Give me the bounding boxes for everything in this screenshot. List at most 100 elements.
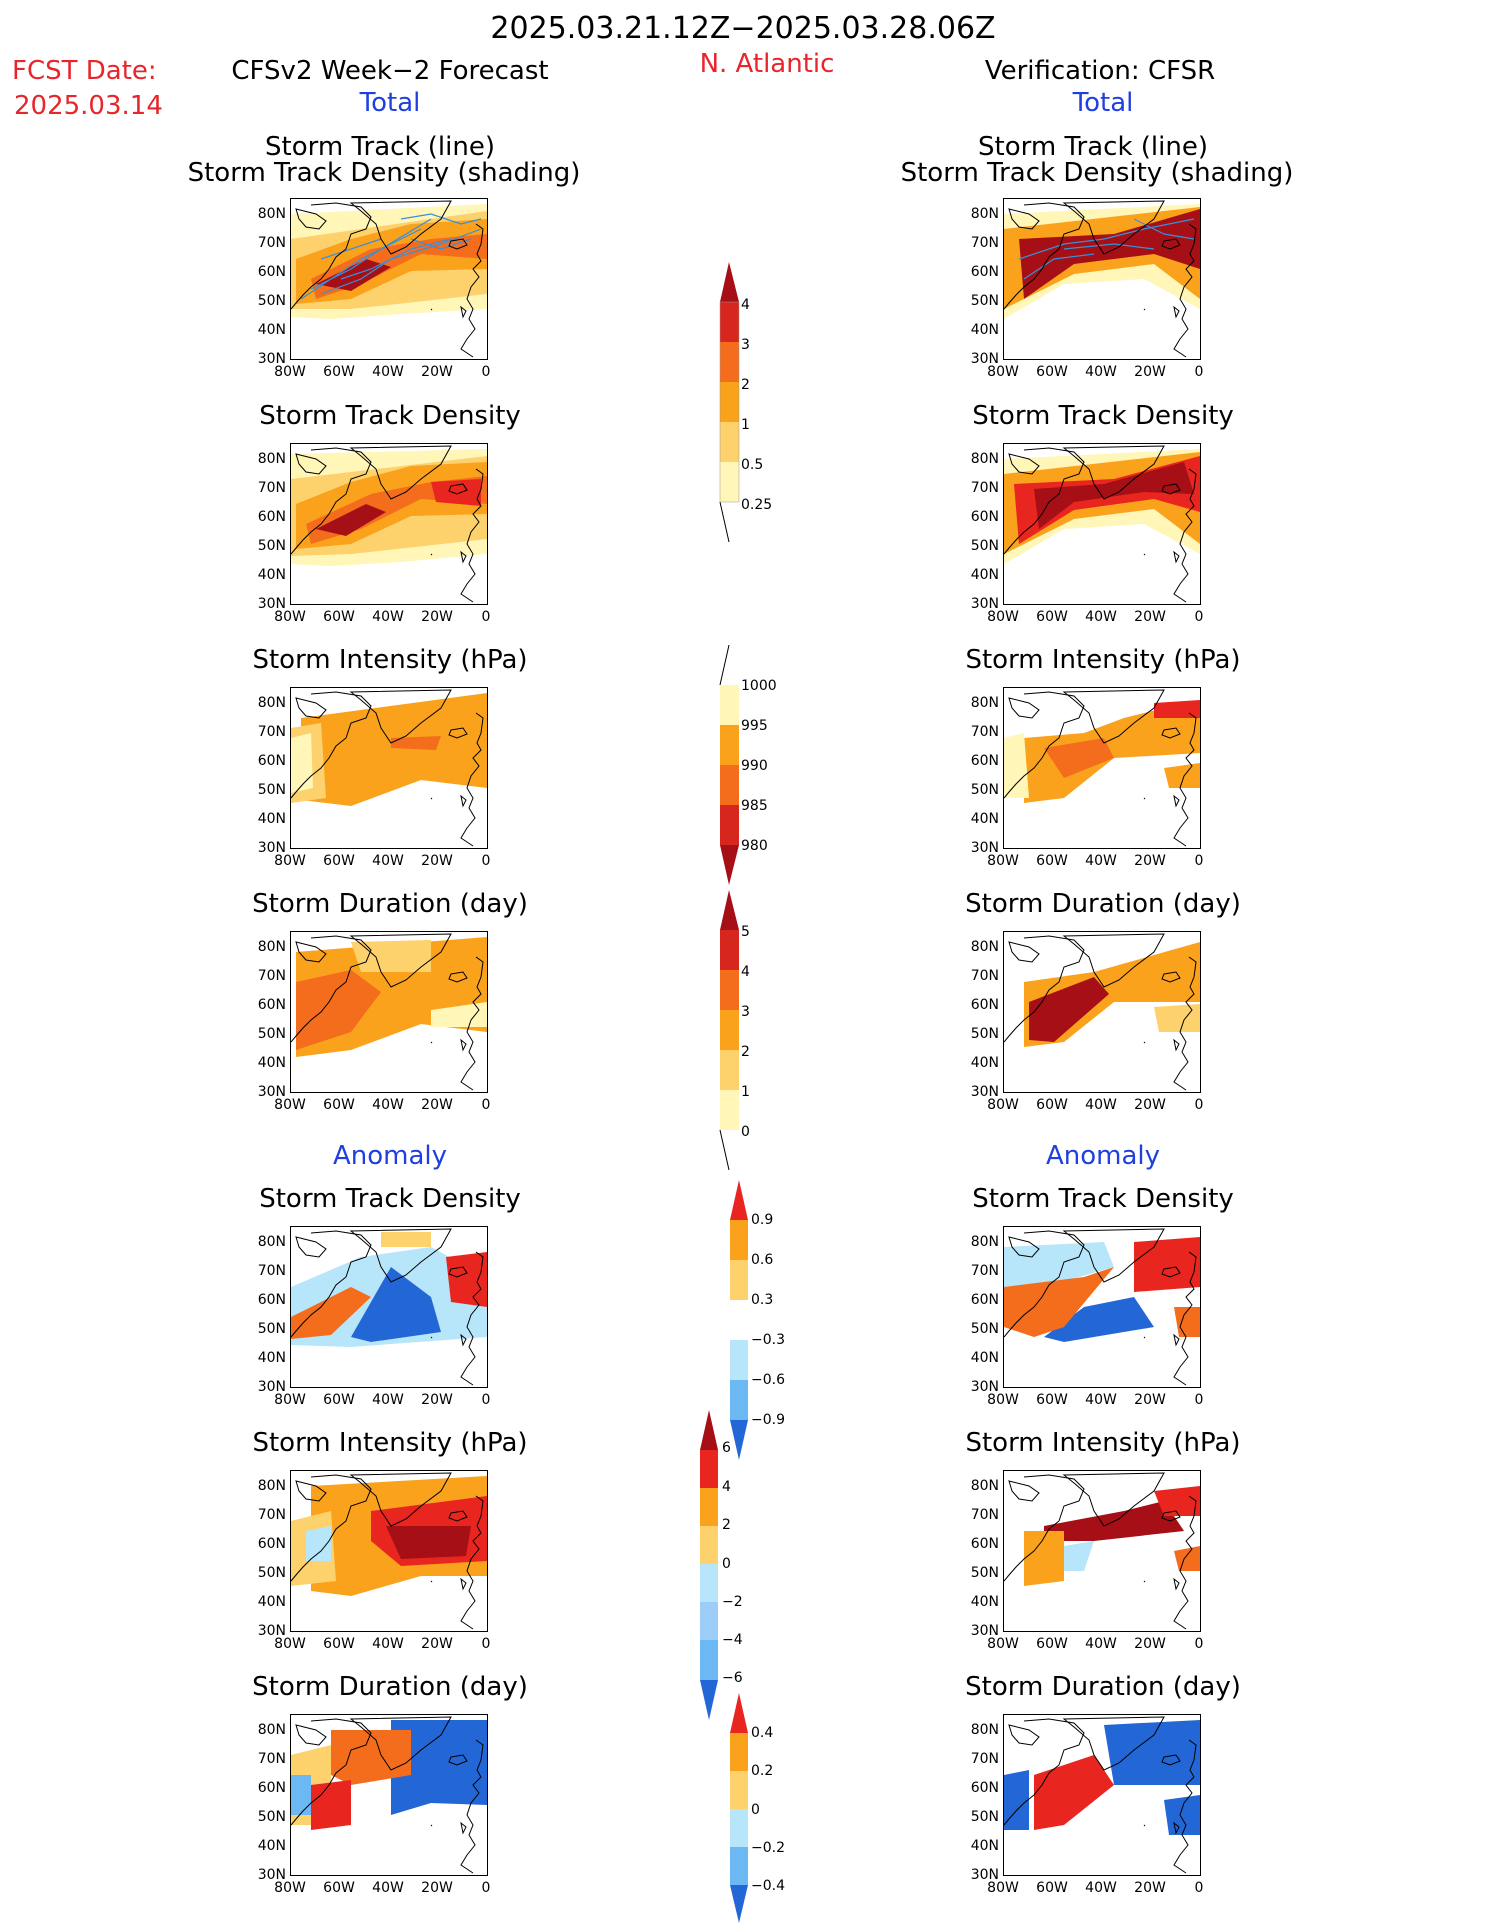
cb-density-total-025: 0.25 [741, 497, 773, 513]
coastline-4 [460, 956, 484, 1091]
coastline-5 [1173, 550, 1180, 564]
coastline-0 [1004, 935, 1085, 1043]
lat-tick-label: 80N [970, 1478, 999, 1494]
duration-anom-title-right: Storm Duration (day) [965, 1672, 1241, 1702]
density-anom-title-right: Storm Track Density [972, 1184, 1234, 1214]
coastline-5 [460, 1821, 467, 1835]
lat-tick-label: 70N [257, 724, 286, 740]
lat-tick-label: 40N [970, 1838, 999, 1854]
coastline-5 [460, 1038, 467, 1052]
lon-tick-label: 40W [1085, 364, 1117, 380]
coastline-3 [1161, 1266, 1181, 1278]
lat-tick-label: 30N [257, 1379, 286, 1395]
map-density-anom-forecast [290, 1226, 488, 1388]
coastline-0 [1004, 447, 1085, 555]
density-title-left: Storm Track Density [259, 401, 521, 431]
lat-tick-label: 40N [257, 1350, 286, 1366]
cb-duration-total-3: 3 [741, 1004, 750, 1020]
lon-tick-label: 40W [372, 1097, 404, 1113]
lon-tick-label: 40W [1085, 1392, 1117, 1408]
coastline-5 [460, 794, 467, 808]
shade-region-3 [1034, 462, 1194, 529]
coastline-3 [448, 238, 468, 250]
coastline-1 [295, 1480, 327, 1502]
shade-region-1 [1154, 1486, 1200, 1516]
storm-track-line-0 [1018, 218, 1195, 260]
coastline-1 [1008, 1480, 1040, 1502]
total-label-right: Total [1072, 88, 1134, 118]
coastline-0 [1004, 1474, 1085, 1582]
lon-tick-label: 0 [1194, 1636, 1204, 1652]
storm-track-line-0 [300, 228, 422, 300]
shade-region-0 [1104, 1720, 1200, 1785]
coastline-1 [1008, 697, 1040, 719]
coastline-2 [349, 200, 452, 255]
coastline-1 [1008, 941, 1040, 963]
shade-region-0 [1004, 1242, 1114, 1297]
shade-region-4 [1174, 1546, 1200, 1571]
map-duration-forecast [290, 931, 488, 1093]
anomaly-label-left: Anomaly [332, 1141, 448, 1171]
lat-tick-label: 60N [970, 264, 999, 280]
lat-tick-label: 30N [257, 1867, 286, 1883]
shade-region-2 [1019, 209, 1200, 299]
cb-intensity-total-980: 980 [741, 838, 768, 854]
lon-tick-label: 0 [481, 1880, 491, 1896]
region-label: N. Atlantic [699, 49, 835, 79]
lat-tick-label: 60N [970, 997, 999, 1013]
lon-tick-label: 0 [1194, 609, 1204, 625]
map-intensity-verification [1003, 687, 1201, 849]
colorbar-duration-total [719, 890, 739, 1170]
map-duration-anom-verification [1003, 1714, 1201, 1876]
shade-region-1 [1034, 1755, 1114, 1830]
lat-tick-label: 30N [970, 1867, 999, 1883]
coastline-6 [430, 1336, 433, 1339]
lon-tick-label: 60W [1036, 609, 1068, 625]
coastline-2 [349, 1716, 452, 1771]
coastline-5 [1173, 794, 1180, 808]
cb-density-anom-09: 0.9 [751, 1212, 774, 1228]
track-line-title-left: Storm Track (line) [265, 132, 495, 162]
lat-tick-label: 50N [970, 1809, 999, 1825]
lat-tick-label: 50N [970, 1026, 999, 1042]
shade-region-5 [316, 504, 386, 536]
coastline-3 [448, 1754, 468, 1766]
lat-tick-label: 60N [257, 509, 286, 525]
coastline-5 [460, 305, 467, 319]
shade-region-3 [391, 736, 441, 750]
lat-tick-label: 30N [970, 1623, 999, 1639]
lat-tick-label: 40N [257, 322, 286, 338]
coastline-0 [291, 1474, 372, 1582]
lon-tick-label: 60W [1036, 1636, 1068, 1652]
coastline-0 [291, 1230, 372, 1338]
lat-tick-label: 60N [970, 1536, 999, 1552]
cb-duration-total-2: 2 [741, 1044, 750, 1060]
lon-tick-label: 60W [1036, 1392, 1068, 1408]
lat-tick-label: 30N [257, 840, 286, 856]
lon-tick-label: 20W [1134, 1097, 1166, 1113]
coastline-0 [291, 202, 372, 310]
lon-tick-label: 40W [1085, 853, 1117, 869]
lat-tick-label: 50N [257, 1321, 286, 1337]
map-intensity-anom-verification [1003, 1470, 1201, 1632]
lat-tick-label: 40N [970, 1350, 999, 1366]
lat-tick-label: 70N [257, 968, 286, 984]
lat-tick-label: 60N [257, 997, 286, 1013]
coastline-2 [1062, 1716, 1165, 1771]
coastline-6 [1143, 308, 1146, 311]
lon-tick-label: 20W [1134, 364, 1166, 380]
lat-tick-label: 70N [970, 724, 999, 740]
coastline-2 [349, 1472, 452, 1527]
cb-density-anom-m06: −0.6 [751, 1372, 785, 1388]
lat-tick-label: 50N [257, 293, 286, 309]
shade-region-1 [331, 1730, 411, 1785]
cb-intensity-total-995: 995 [741, 718, 768, 734]
coastline-6 [1143, 1336, 1146, 1339]
lat-tick-label: 40N [970, 1055, 999, 1071]
lon-tick-label: 20W [421, 1097, 453, 1113]
coastline-3 [448, 727, 468, 739]
lon-tick-label: 60W [323, 853, 355, 869]
lon-tick-label: 80W [274, 853, 306, 869]
coastline-2 [1062, 689, 1165, 744]
shade-region-2 [1154, 1004, 1200, 1032]
